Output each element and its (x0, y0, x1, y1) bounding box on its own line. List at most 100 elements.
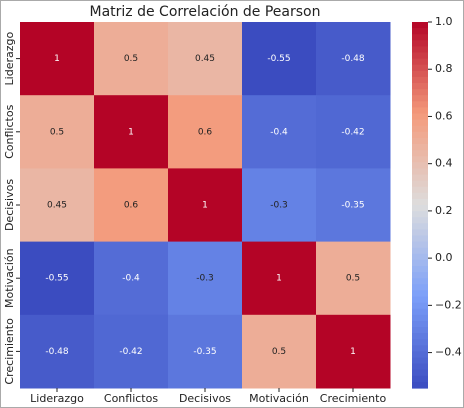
cell-label: 1 (202, 201, 208, 211)
colorbar-segment (412, 314, 428, 322)
colorbar-segment (412, 339, 428, 346)
colorbar-segment (412, 333, 428, 340)
colorbar-segment (412, 198, 428, 206)
cell (316, 95, 391, 169)
y-tick-label: Motivación (3, 248, 16, 308)
cell-label: 1 (128, 127, 134, 137)
colorbar-segment (412, 34, 428, 41)
colorbar-segment (412, 241, 428, 249)
colorbar-segment (412, 278, 428, 285)
colorbar-segment (412, 369, 428, 377)
colorbar-segment (412, 308, 428, 316)
colorbar-segment (412, 290, 428, 298)
x-tick-label: Crecimiento (320, 392, 387, 405)
cell-label: -0.3 (270, 201, 288, 211)
cell-label: -0.55 (267, 54, 290, 64)
cell-label: 0.5 (346, 274, 360, 284)
cell (94, 241, 169, 316)
colorbar-tick-label: 0.6 (435, 109, 453, 122)
colorbar-segment (412, 284, 428, 291)
cell-label: 1 (350, 347, 356, 357)
cell-label: -0.55 (45, 274, 68, 284)
cell (94, 168, 169, 243)
cell (94, 22, 169, 96)
colorbar-segment (412, 217, 428, 224)
cell (168, 22, 243, 96)
colorbar-segment (412, 89, 428, 96)
cell-label: -0.3 (196, 274, 214, 284)
y-tick-label: Liderazgo (3, 31, 16, 85)
colorbar-tick-label: 0.8 (435, 62, 453, 75)
colorbar-segment (412, 156, 428, 163)
colorbar-segment (412, 119, 428, 127)
x-tick-label: Decisivos (179, 392, 231, 405)
colorbar-segment (412, 125, 428, 133)
colorbar-segment (412, 22, 428, 29)
cell (20, 314, 95, 389)
y-tick-label: Crecimiento (3, 318, 16, 385)
colorbar-segment (412, 205, 428, 212)
cell-label: 0.6 (124, 201, 139, 211)
colorbar-segment (412, 113, 428, 121)
cell (20, 241, 95, 316)
colorbar-segment (412, 101, 428, 108)
cell-label: -0.4 (122, 274, 140, 284)
colorbar-segment (412, 247, 428, 255)
colorbar-tick-label: 0.2 (435, 204, 453, 217)
y-tick-label: Decisivos (3, 179, 16, 231)
cell-label: 0.5 (50, 127, 64, 137)
cell (168, 314, 243, 389)
cell (316, 22, 391, 96)
colorbar-segment (412, 266, 428, 273)
cell (316, 314, 391, 389)
colorbar-segment (412, 137, 428, 145)
colorbar-segment (412, 46, 428, 54)
colorbar-segment (412, 327, 428, 334)
cell-label: 0.5 (124, 54, 138, 64)
colorbar-segment (412, 381, 428, 389)
colorbar-segment (412, 40, 428, 47)
colorbar-segment (412, 229, 428, 237)
colorbar-segment (412, 345, 428, 352)
colorbar-segment (412, 83, 428, 90)
colorbar-segment (412, 76, 428, 84)
cell-label: -0.35 (341, 201, 364, 211)
cell-label: 0.5 (272, 347, 286, 357)
cell-label: 1 (276, 274, 282, 284)
cell-label: 0.45 (47, 201, 67, 211)
cell (242, 314, 317, 389)
colorbar-tick-label: 0.0 (435, 251, 453, 264)
colorbar-segment (412, 144, 428, 151)
colorbar-segment (412, 363, 428, 371)
colorbar-segment (412, 64, 428, 72)
cell (20, 168, 95, 243)
colorbar-segment (412, 174, 428, 182)
y-tick-label: Conflictos (3, 104, 16, 158)
colorbar-tick-label: −0.2 (435, 298, 462, 311)
cell (316, 168, 391, 243)
cell-label: 1 (54, 54, 60, 64)
cell (242, 22, 317, 96)
cell (168, 95, 243, 169)
colorbar-segment (412, 192, 428, 200)
colorbar-tick-label: −0.4 (435, 346, 462, 359)
colorbar-segment (412, 253, 428, 261)
colorbar-segment (412, 95, 428, 102)
cell (20, 22, 95, 96)
colorbar-segment (412, 357, 428, 365)
colorbar-segment (412, 131, 428, 139)
cell (94, 314, 169, 389)
colorbar-segment (412, 186, 428, 194)
colorbar-segment (412, 296, 428, 304)
cell (94, 95, 169, 169)
colorbar-segment (412, 223, 428, 230)
x-tick-label: Conflictos (104, 392, 158, 405)
colorbar-segment (412, 351, 428, 359)
colorbar-segment (412, 168, 428, 176)
cell-label: -0.4 (270, 127, 288, 137)
colorbar-segment (412, 235, 428, 243)
colorbar-segment (412, 180, 428, 188)
colorbar-segment (412, 162, 428, 169)
x-tick-label: Liderazgo (30, 392, 84, 405)
